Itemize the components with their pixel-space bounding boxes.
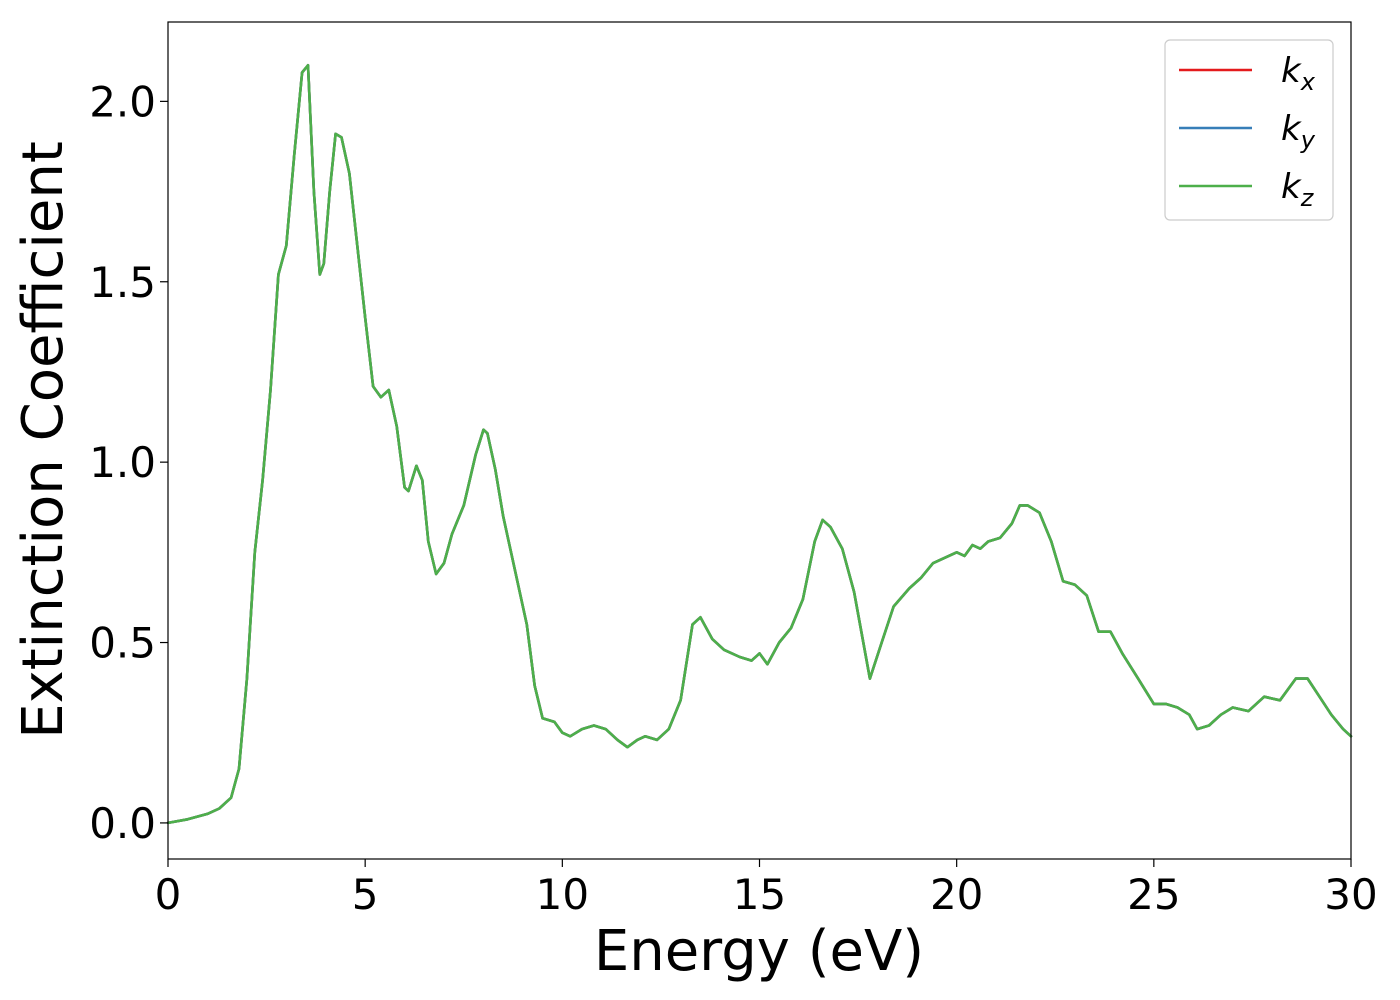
x-tick-label: 20 bbox=[930, 870, 983, 919]
y-tick-label: 0.5 bbox=[89, 619, 156, 668]
plot-background bbox=[168, 22, 1351, 859]
y-axis-title: Extinction Coefficient bbox=[11, 141, 76, 739]
x-tick-label: 15 bbox=[733, 870, 786, 919]
y-axis-ticks: 0.0 0.5 1.0 1.5 2.0 bbox=[89, 77, 168, 848]
x-tick-label: 25 bbox=[1127, 870, 1180, 919]
x-tick-label: 30 bbox=[1324, 870, 1377, 919]
legend: kx ky kz bbox=[1164, 39, 1334, 221]
legend-box bbox=[1164, 39, 1334, 221]
legend-label-x: kx bbox=[1281, 51, 1316, 96]
series-line-kz bbox=[166, 64, 1353, 825]
x-tick-label: 5 bbox=[352, 870, 379, 919]
x-axis-title: Energy (eV) bbox=[594, 919, 924, 984]
x-tick-label: 0 bbox=[155, 870, 182, 919]
y-tick-label: 0.0 bbox=[89, 799, 156, 848]
y-tick-label: 1.0 bbox=[89, 438, 156, 487]
x-tick-label: 10 bbox=[536, 870, 589, 919]
y-tick-label: 2.0 bbox=[89, 77, 156, 126]
legend-label-y: ky bbox=[1281, 109, 1316, 154]
series-layer bbox=[166, 64, 1353, 825]
y-tick-label: 1.5 bbox=[89, 258, 156, 307]
x-axis-ticks: 0 5 10 15 20 25 30 bbox=[155, 859, 1378, 919]
legend-label-z: kz bbox=[1281, 167, 1315, 212]
legend-items: kx ky kz bbox=[1179, 51, 1316, 212]
